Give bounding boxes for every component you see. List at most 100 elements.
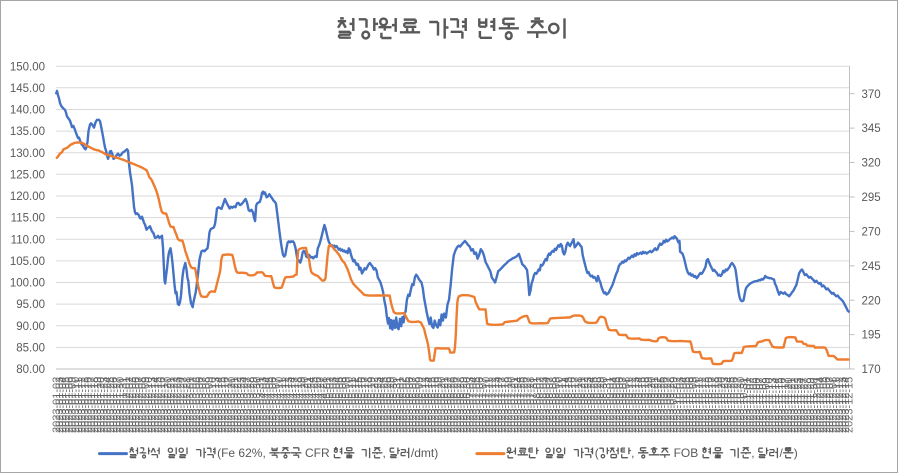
- svg-text:2023-12-05: 2023-12-05: [818, 377, 830, 433]
- svg-text:2023-08-31: 2023-08-31: [601, 377, 613, 433]
- svg-text:2023-10-26: 2023-10-26: [729, 377, 741, 433]
- svg-text:2023-11-06: 2023-11-06: [751, 378, 763, 433]
- svg-text:2023-10-18: 2023-10-18: [710, 377, 722, 433]
- svg-text:2023-10-03: 2023-10-03: [675, 377, 687, 433]
- svg-text:2023-10-23: 2023-10-23: [719, 377, 731, 433]
- svg-text:2023-01-23: 2023-01-23: [99, 377, 111, 433]
- svg-text:2023-04-27: 2023-04-27: [315, 377, 327, 433]
- svg-text:2023-06-12: 2023-06-12: [417, 377, 429, 433]
- svg-text:2023-05-02: 2023-05-02: [325, 377, 337, 433]
- svg-text:2023-04-12: 2023-04-12: [280, 377, 292, 433]
- svg-text:2023-03-30: 2023-03-30: [251, 377, 263, 433]
- svg-text:2023-12-01: 2023-12-01: [812, 377, 824, 433]
- svg-text:2023-12-11: 2023-12-11: [831, 378, 843, 433]
- svg-text:2023-06-06: 2023-06-06: [404, 377, 416, 433]
- svg-text:2023-09-04: 2023-09-04: [608, 377, 620, 433]
- svg-text:2023-08-10: 2023-08-10: [554, 377, 566, 433]
- svg-text:2023-04-11: 2023-04-11: [277, 378, 289, 433]
- svg-text:2023-05-04: 2023-05-04: [331, 377, 343, 433]
- svg-text:2023-08-14: 2023-08-14: [560, 377, 572, 433]
- svg-text:2023-10-12: 2023-10-12: [697, 377, 709, 433]
- svg-text:2023-02-01: 2023-02-01: [121, 377, 133, 433]
- svg-text:,: ,: [383, 446, 386, 460]
- svg-text:2023-11-30: 2023-11-30: [808, 378, 820, 433]
- svg-text:(Fe 62%,: (Fe 62%,: [217, 446, 266, 460]
- svg-text:2023-03-02: 2023-03-02: [188, 377, 200, 433]
- svg-text:2023-07-07: 2023-07-07: [477, 377, 489, 433]
- svg-text:2023-08-02: 2023-08-02: [535, 377, 547, 433]
- svg-text:2023-02-06: 2023-02-06: [130, 377, 142, 433]
- svg-text:2023-10-02: 2023-10-02: [671, 377, 683, 433]
- svg-text:2023-08-03: 2023-08-03: [538, 377, 550, 433]
- svg-text:2023-04-07: 2023-04-07: [270, 377, 282, 433]
- svg-text:95.00: 95.00: [16, 299, 45, 311]
- svg-text:2023-02-10: 2023-02-10: [143, 377, 155, 433]
- svg-text:2023-09-21: 2023-09-21: [649, 377, 661, 433]
- svg-text:2023-02-20: 2023-02-20: [162, 377, 174, 433]
- svg-text:2023-08-30: 2023-08-30: [598, 377, 610, 433]
- svg-text:2023-05-05: 2023-05-05: [334, 377, 346, 433]
- svg-text:2023-07-14: 2023-07-14: [493, 377, 505, 433]
- svg-text:2023-03-09: 2023-03-09: [204, 377, 216, 433]
- svg-text:2023-05-03: 2023-05-03: [328, 377, 340, 433]
- svg-text:2023-08-28: 2023-08-28: [592, 377, 604, 433]
- svg-text:2023-06-07: 2023-06-07: [407, 377, 419, 433]
- svg-text:130.00: 130.00: [10, 148, 45, 160]
- svg-text:2023-07-06: 2023-07-06: [474, 377, 486, 433]
- svg-text:2023-06-29: 2023-06-29: [458, 377, 470, 433]
- svg-text:2023-09-05: 2023-09-05: [611, 377, 623, 433]
- svg-text:2023-11-22: 2023-11-22: [789, 378, 801, 433]
- svg-text:2023-03-17: 2023-03-17: [223, 377, 235, 433]
- svg-text:2023-10-24: 2023-10-24: [722, 377, 734, 433]
- svg-text:2023-01-02: 2023-01-02: [51, 377, 63, 433]
- svg-text:2023-06-05: 2023-06-05: [401, 377, 413, 433]
- svg-text:2023-06-15: 2023-06-15: [426, 377, 438, 433]
- svg-text:2023-12-08: 2023-12-08: [827, 377, 839, 433]
- svg-text:2023-01-06: 2023-01-06: [64, 377, 76, 433]
- svg-text:2023-12-04: 2023-12-04: [815, 377, 827, 433]
- svg-text:220: 220: [862, 295, 881, 307]
- svg-text:2023-01-27: 2023-01-27: [111, 377, 123, 433]
- svg-text:2023-05-08: 2023-05-08: [337, 377, 349, 433]
- svg-text:2023-01-12: 2023-01-12: [76, 377, 88, 433]
- svg-text:2023-05-09: 2023-05-09: [340, 377, 352, 433]
- svg-text:2023-11-29: 2023-11-29: [805, 378, 817, 433]
- svg-text:2023-09-22: 2023-09-22: [652, 377, 664, 433]
- svg-text:2023-05-15: 2023-05-15: [353, 377, 365, 433]
- svg-text:2023-09-07: 2023-09-07: [617, 377, 629, 433]
- svg-text:2023-07-18: 2023-07-18: [500, 377, 512, 433]
- svg-text:125.00: 125.00: [10, 169, 45, 181]
- svg-text:2023-11-02: 2023-11-02: [745, 378, 757, 433]
- svg-text:2023-03-14: 2023-03-14: [213, 377, 225, 433]
- svg-text:2023-10-04: 2023-10-04: [678, 377, 690, 433]
- svg-text:2023-04-13: 2023-04-13: [283, 377, 295, 433]
- svg-text:2023-11-13: 2023-11-13: [767, 378, 779, 433]
- svg-text:2023-10-16: 2023-10-16: [703, 377, 715, 433]
- svg-text:2023-10-09: 2023-10-09: [687, 377, 699, 433]
- svg-text:2023-07-21: 2023-07-21: [509, 377, 521, 433]
- svg-text:2023-09-12: 2023-09-12: [627, 377, 639, 433]
- svg-text:2023-08-29: 2023-08-29: [595, 377, 607, 433]
- svg-text:CFR: CFR: [305, 446, 330, 460]
- svg-text:2023-01-26: 2023-01-26: [108, 377, 120, 433]
- svg-text:270: 270: [862, 227, 881, 239]
- svg-text:2023-07-26: 2023-07-26: [519, 377, 531, 433]
- svg-text:2023-03-28: 2023-03-28: [245, 377, 257, 433]
- svg-text:2023-02-02: 2023-02-02: [124, 377, 136, 433]
- svg-text:2023-03-20: 2023-03-20: [226, 377, 238, 433]
- svg-text:2023-01-25: 2023-01-25: [105, 377, 117, 433]
- svg-text:2023-11-17: 2023-11-17: [780, 378, 792, 433]
- svg-text:2023-03-22: 2023-03-22: [232, 377, 244, 433]
- svg-text:2023-07-28: 2023-07-28: [525, 377, 537, 433]
- svg-text:2023-11-23: 2023-11-23: [792, 378, 804, 433]
- svg-text:2023-04-05: 2023-04-05: [264, 377, 276, 433]
- svg-text:2023-05-18: 2023-05-18: [363, 377, 375, 433]
- svg-text:2023-08-09: 2023-08-09: [551, 377, 563, 433]
- svg-text:2023-04-17: 2023-04-17: [290, 377, 302, 433]
- svg-text:2023-04-06: 2023-04-06: [267, 377, 279, 433]
- svg-text:2023-08-04: 2023-08-04: [541, 377, 553, 433]
- svg-text:2023-11-24: 2023-11-24: [796, 378, 808, 433]
- svg-text:2023-09-18: 2023-09-18: [640, 377, 652, 433]
- svg-text:90.00: 90.00: [16, 321, 45, 333]
- svg-text:2023-01-09: 2023-01-09: [67, 377, 79, 433]
